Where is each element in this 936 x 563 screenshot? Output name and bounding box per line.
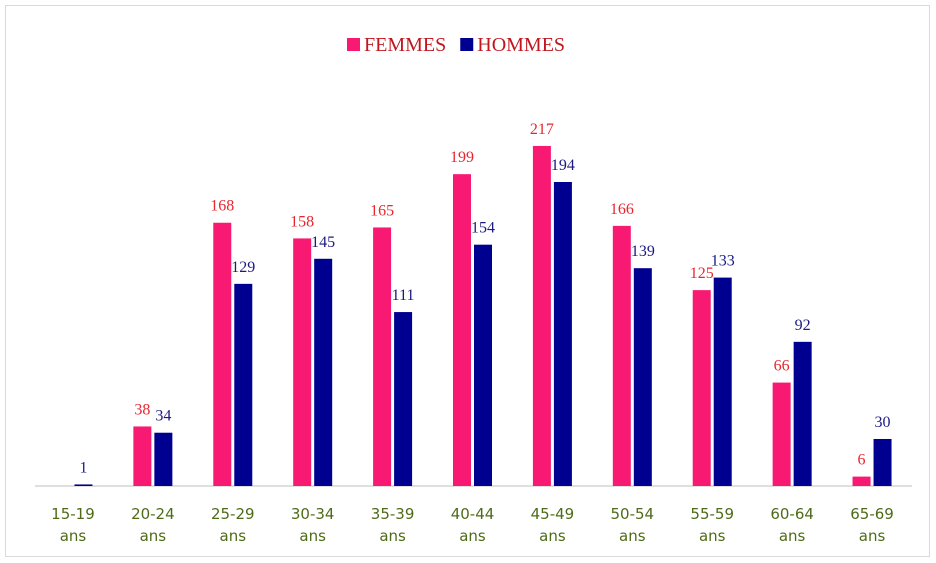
x-tick-label: 55-59 ans — [690, 505, 735, 545]
bar — [394, 312, 413, 486]
value-label: 133 — [711, 253, 735, 270]
value-label: 66 — [774, 358, 790, 375]
value-label: 166 — [610, 201, 634, 218]
legend-label: FEMMES — [364, 34, 446, 56]
bar — [293, 238, 312, 486]
bar — [793, 341, 812, 486]
bar — [633, 268, 652, 486]
bar — [873, 438, 892, 486]
value-label: 111 — [392, 287, 415, 304]
value-label: 30 — [875, 414, 891, 431]
value-label: 168 — [210, 198, 234, 215]
x-tick-label: 45-49 ans — [530, 505, 575, 545]
value-label: 92 — [795, 317, 811, 334]
legend-label: HOMMES — [477, 34, 565, 56]
value-label: 158 — [290, 213, 314, 230]
value-label: 38 — [134, 401, 150, 418]
value-label: 165 — [370, 202, 394, 219]
value-label: 194 — [551, 157, 575, 174]
x-tick-label: 20-24 ans — [131, 505, 175, 545]
value-label: 145 — [311, 234, 335, 251]
x-tick-label: 35-39 ans — [370, 505, 415, 545]
x-tick-label: 30-34 ans — [290, 505, 335, 545]
value-label: 129 — [231, 259, 255, 276]
x-tick-label: 60-64 ans — [770, 505, 814, 545]
x-tick-label: 65-69 ans — [850, 505, 894, 545]
value-label: 154 — [471, 220, 495, 237]
bar — [133, 426, 152, 486]
bar — [234, 283, 253, 486]
value-label: 6 — [858, 452, 866, 469]
value-label: 34 — [155, 408, 171, 425]
value-label: 125 — [690, 265, 714, 282]
bar — [453, 174, 471, 487]
value-label: 217 — [530, 121, 554, 138]
bar — [74, 484, 93, 486]
x-tick-label: 50-54 ans — [610, 505, 655, 545]
bar — [373, 227, 392, 486]
bar — [553, 182, 572, 486]
chart-border — [5, 5, 930, 557]
bar — [713, 277, 732, 486]
bar — [154, 432, 173, 486]
bar — [474, 244, 492, 486]
value-label: 1 — [79, 459, 87, 476]
x-tick-label: 15-19 ans — [51, 505, 95, 545]
bar — [612, 225, 631, 487]
value-label: 199 — [450, 149, 474, 166]
legend-swatch — [460, 38, 474, 51]
value-label: 139 — [631, 243, 655, 260]
bar — [532, 145, 551, 486]
bar — [852, 476, 871, 486]
x-tick-label: 40-44 ans — [450, 505, 495, 545]
x-tick-label: 25-29 ans — [210, 505, 255, 545]
bar — [772, 382, 791, 486]
legend-swatch — [347, 38, 360, 51]
bar — [692, 290, 711, 486]
bar — [314, 258, 333, 486]
bar — [213, 222, 232, 486]
